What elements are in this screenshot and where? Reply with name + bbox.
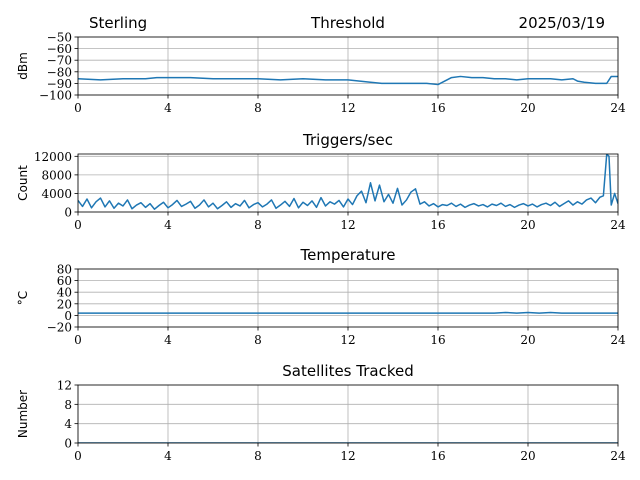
- temperature-xtick-label: 8: [254, 333, 262, 347]
- satellites-ytick-label: 4: [64, 417, 72, 431]
- chart-date: 2025/03/19: [519, 14, 605, 32]
- satellites-panel: 0 4 8 12 16 20 24 0 4 8 12 Satellites Tracked Number: [16, 362, 626, 463]
- satellites-xtick-label: 4: [164, 449, 172, 463]
- threshold-ytick-label: −80: [47, 65, 72, 79]
- temperature-xtick-label: 16: [430, 333, 445, 347]
- triggers-ytick-label: 12000: [34, 150, 72, 164]
- temperature-xtick-label: 20: [520, 333, 535, 347]
- threshold-xtick-label: 16: [430, 101, 445, 115]
- threshold-xtick-label: 12: [340, 101, 355, 115]
- satellites-xtick-label: 0: [74, 449, 82, 463]
- triggers-xtick-label: 12: [340, 218, 355, 232]
- threshold-xtick-label: 24: [610, 101, 626, 115]
- triggers-ytick-label: 8000: [41, 168, 72, 182]
- satellites-ytick-label: 8: [64, 398, 72, 412]
- threshold-xtick-label: 8: [254, 101, 262, 115]
- threshold-series-line: [78, 75, 618, 86]
- temperature-ytick-label: −20: [47, 321, 72, 335]
- temperature-title: Temperature: [299, 246, 395, 264]
- triggers-xtick-label: 0: [74, 218, 82, 232]
- temperature-ytick-label: 40: [57, 286, 72, 300]
- temperature-ytick-label: 80: [57, 263, 72, 277]
- threshold-ytick-label: −90: [47, 77, 72, 91]
- temperature-xtick-label: 24: [610, 333, 626, 347]
- threshold-ytick-label: −50: [47, 31, 72, 45]
- satellites-title: Satellites Tracked: [282, 362, 413, 380]
- satellites-xtick-label: 16: [430, 449, 445, 463]
- satellites-xtick-label: 20: [520, 449, 535, 463]
- threshold-ytick-label: −100: [39, 89, 72, 103]
- threshold-xtick-label: 0: [74, 101, 82, 115]
- threshold-panel: 0 4 8 12 16 20 24 −100−90−80−70−60−50 Threshold d…: [16, 14, 626, 115]
- satellites-xtick-label: 8: [254, 449, 262, 463]
- temperature-ylabel: °C: [16, 291, 30, 305]
- threshold-xtick-label: 4: [164, 101, 172, 115]
- triggers-ylabel: Count: [16, 165, 30, 201]
- triggers-title: Triggers/sec: [302, 131, 393, 149]
- satellites-xtick-label: 24: [610, 449, 626, 463]
- satellites-ylabel: Number: [16, 390, 30, 438]
- threshold-title: Threshold: [310, 14, 385, 32]
- triggers-xtick-label: 20: [520, 218, 535, 232]
- threshold-ytick-label: −60: [47, 42, 72, 56]
- station-name: Sterling: [89, 14, 147, 32]
- satellites-xtick-label: 12: [340, 449, 355, 463]
- temperature-ytick-label: 20: [57, 297, 72, 311]
- temperature-xtick-label: 0: [74, 333, 82, 347]
- panels: 0 4 8 12 16 20 24 −100−90−80−70−60−50 Threshold d…: [16, 14, 626, 463]
- triggers-series-line: [78, 154, 618, 210]
- threshold-ytick-label: −70: [47, 54, 72, 68]
- triggers-ytick-label: 0: [64, 206, 72, 220]
- temperature-xtick-label: 12: [340, 333, 355, 347]
- triggers-xtick-label: 24: [610, 218, 626, 232]
- temperature-ytick-label: 60: [57, 274, 72, 288]
- threshold-xtick-label: 20: [520, 101, 535, 115]
- triggers-panel: 0 4 8 12 16 20 24 0 4000 8000 12000 Triggers/sec Cou…: [16, 131, 626, 232]
- temperature-ytick-label: 0: [64, 309, 72, 323]
- triggers-xtick-label: 8: [254, 218, 262, 232]
- triggers-xtick-label: 16: [430, 218, 445, 232]
- satellites-ytick-label: 12: [57, 379, 72, 393]
- triggers-ytick-label: 4000: [41, 187, 72, 201]
- satellites-ytick-label: 0: [64, 437, 72, 451]
- threshold-ylabel: dBm: [16, 52, 30, 80]
- temperature-series-line: [78, 311, 618, 314]
- triggers-xtick-label: 4: [164, 218, 172, 232]
- temperature-xtick-label: 4: [164, 333, 172, 347]
